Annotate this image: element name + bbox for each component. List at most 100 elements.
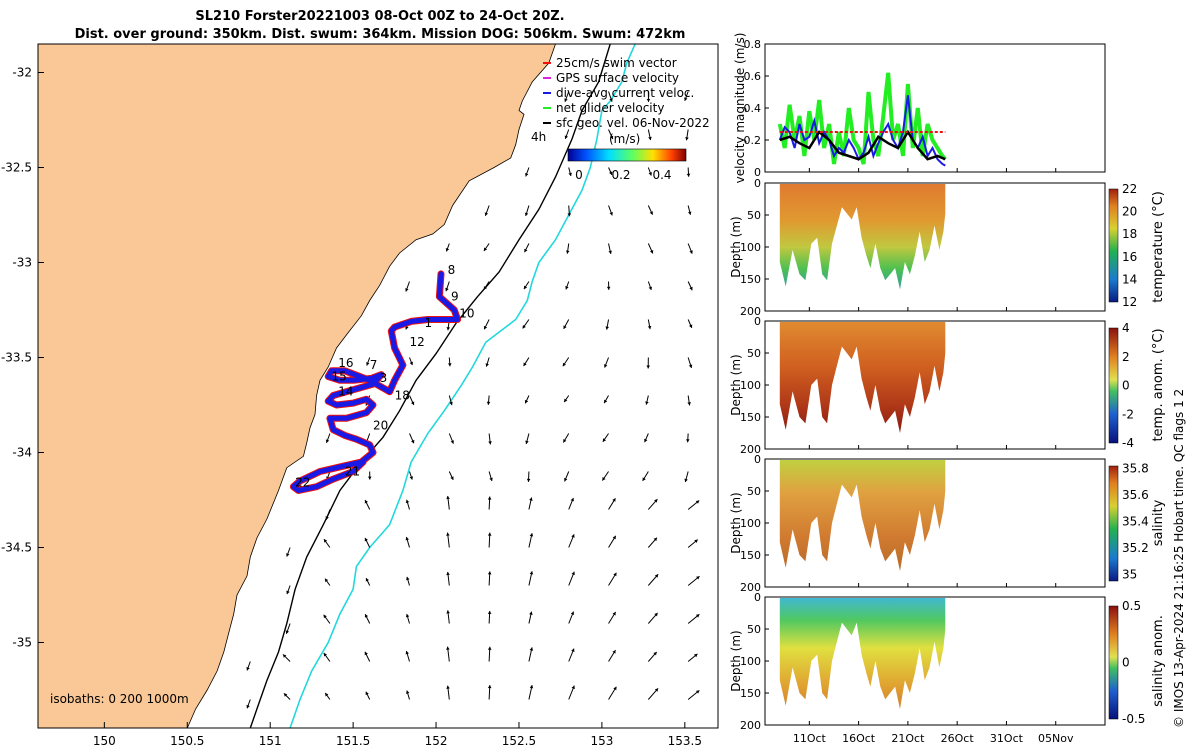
current-arrow-134 (687, 653, 698, 662)
current-arrow-24 (647, 243, 654, 254)
map-ytick-label-4: -34 (12, 446, 32, 460)
current-arrow-114 (364, 613, 371, 624)
depth-tick-label-3-2: 100 (740, 655, 761, 668)
current-arrow-40 (647, 319, 652, 330)
current-arrow-122 (687, 613, 700, 624)
cbar-tick-0-0: 22 (1122, 182, 1137, 196)
day-label-0: 8 (448, 263, 456, 277)
current-arrow-86 (568, 497, 574, 510)
depth-tick-label-3-4: 200 (740, 719, 761, 732)
current-arrow-97 (568, 534, 575, 548)
land-mass (38, 44, 556, 728)
current-arrow-67 (602, 433, 609, 443)
current-arrow-108 (568, 571, 575, 586)
current-arrow-132 (608, 649, 616, 662)
current-arrow-64 (488, 433, 492, 445)
current-arrow-17 (647, 205, 654, 215)
map-xtick-label-0: 150 (93, 734, 116, 748)
temperature-colorbar-ticks: 22 20 18 16 14 12 (1122, 182, 1137, 309)
current-arrow-52 (409, 395, 415, 406)
current-arrow-62 (409, 433, 415, 444)
map-xtick-label-7: 153.5 (668, 734, 702, 748)
current-arrow-65 (525, 433, 530, 445)
depth-tick-label-2-4: 200 (740, 581, 761, 594)
current-arrow-0 (564, 91, 570, 102)
isobath-1000m-line (289, 44, 636, 728)
sal-anom-colorbar-label: salinity anom. (1151, 615, 1166, 707)
current-arrow-141 (487, 685, 492, 700)
current-arrow-63 (448, 433, 454, 444)
colorbar-unit-label: (m/s) (609, 132, 640, 146)
current-arrow-33 (687, 281, 693, 291)
depth-tick-label-2-2: 100 (740, 517, 761, 530)
current-arrow-18 (687, 205, 692, 215)
map-ytick-label-0: -32 (12, 66, 32, 80)
current-arrow-2 (646, 91, 651, 102)
chart-title-line-1: SL210 Forster20221003 08-Oct 00Z to 24-O… (195, 9, 565, 24)
salinity-ylabel: Depth (m) (729, 492, 743, 553)
current-arrow-54 (486, 395, 491, 405)
current-arrow-3 (684, 91, 689, 102)
current-arrow-4 (564, 129, 570, 140)
current-arrow-105 (446, 571, 450, 586)
velocity-panel: 0 0.2 0.4 0.6 0.8 velocity magnitude (m/s) (733, 33, 1106, 183)
current-arrow-91 (323, 538, 331, 548)
current-arrow-20 (483, 243, 490, 252)
current-arrow-140 (446, 685, 450, 700)
isobath-note: isobaths: 0 200 1000m (50, 692, 189, 706)
current-arrow-118 (528, 611, 533, 624)
current-arrow-71 (367, 471, 372, 480)
salinity-section-fill (779, 460, 946, 571)
temperature-ylabel: Depth (m) (729, 216, 743, 277)
surface-current-arrows (246, 91, 700, 709)
current-arrow-69 (686, 433, 690, 443)
current-arrow-16 (608, 205, 613, 216)
glider-track-current-vectors (290, 271, 461, 493)
current-arrow-94 (446, 532, 450, 548)
current-arrow-115 (405, 613, 410, 624)
current-arrow-5 (608, 129, 614, 140)
temp-anom-colorbar-ticks: 4 2 0 -2 -4 (1122, 321, 1134, 450)
current-arrow-15 (567, 205, 572, 217)
current-arrow-83 (446, 495, 450, 510)
current-arrow-57 (603, 395, 609, 404)
temperature-panel: 0 50 100 150 200 Depth (m) 22 20 18 16 14 12 temp… (729, 177, 1166, 318)
legend-label-0: 25cm/s swim vector (556, 56, 677, 70)
map-xtick-label-5: 152.5 (502, 734, 536, 748)
velocity-series (777, 72, 947, 167)
map-x-axis: 150 150.5 151 151.5 152 152.5 153 153.5 (93, 722, 702, 748)
cbar-tick-0-1: 20 (1122, 205, 1137, 219)
velocity-ytick-label-0: 0 (754, 166, 761, 179)
salinity-colorbar-label: salinity (1151, 499, 1166, 546)
current-arrow-110 (647, 573, 659, 586)
current-arrow-142 (528, 684, 534, 700)
current-arrow-43 (409, 357, 414, 366)
temp-anom-ylabel: Depth (m) (729, 354, 743, 415)
current-arrow-74 (488, 471, 493, 482)
day-label-11: 20 (373, 419, 388, 433)
temp-anom-section-fill (779, 322, 946, 433)
cbar-tick-3-0: 0.5 (1122, 599, 1141, 613)
time-tick-label-4: 31Oct (990, 732, 1024, 745)
salinity-y-axis: 0 50 100 150 200 (740, 453, 769, 594)
depth-tick-label-2-3: 150 (740, 549, 761, 562)
current-arrow-145 (647, 688, 659, 700)
current-arrow-146 (687, 689, 700, 700)
map-frame (37, 43, 719, 729)
depth-tick-label-0-1: 50 (747, 209, 761, 222)
colorbar-tick-2: 0.4 (652, 168, 671, 182)
current-arrow-116 (446, 610, 450, 624)
day-label-2: 10 (459, 307, 474, 321)
current-arrow-19 (445, 243, 450, 252)
current-arrow-7 (685, 129, 689, 141)
current-arrow-129 (487, 646, 492, 662)
velocity-ytick-label-4: 0.8 (744, 38, 762, 51)
current-arrow-14 (524, 205, 530, 217)
cbar-tick-0-3: 16 (1122, 250, 1137, 264)
day-label-6: 7 (370, 358, 378, 372)
current-arrow-58 (645, 395, 649, 405)
sal-anom-colorbar (1108, 605, 1119, 720)
current-arrow-23 (608, 243, 612, 255)
current-arrow-139 (405, 690, 410, 700)
salinity-colorbar (1108, 465, 1119, 582)
